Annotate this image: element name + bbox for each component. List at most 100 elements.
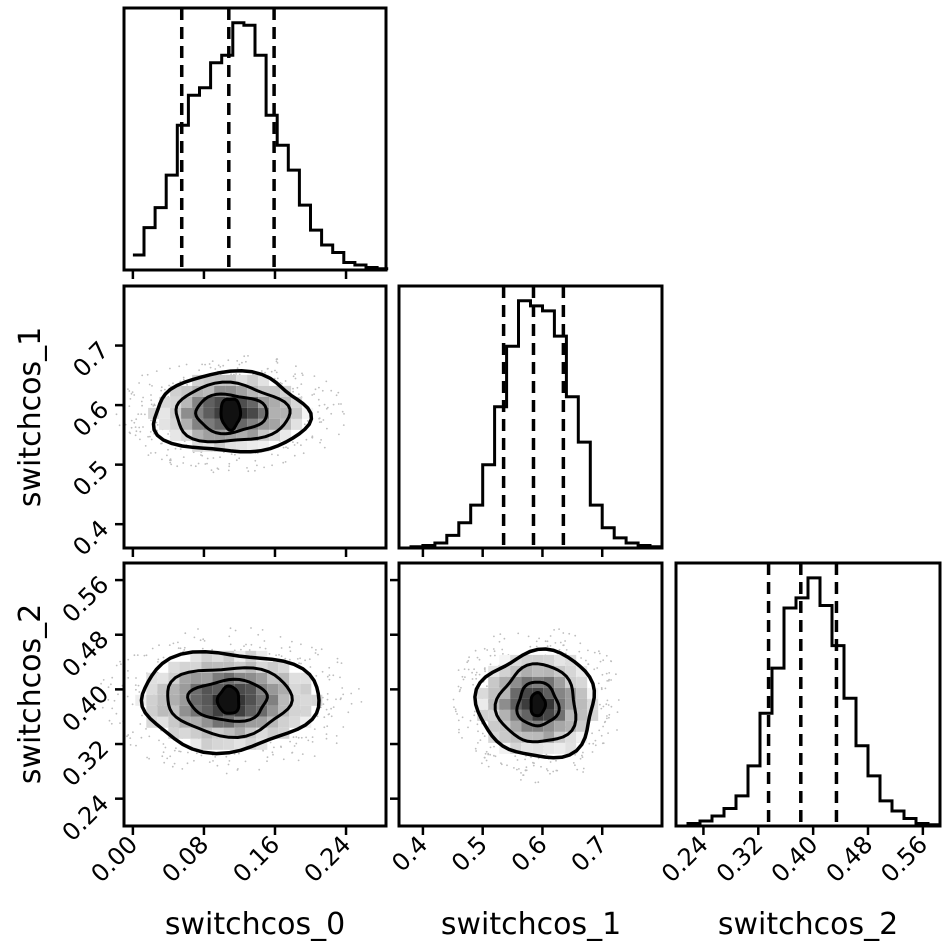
scatter-point [193,636,196,639]
scatter-point [284,380,287,382]
density-cell [576,687,588,699]
scatter-point [236,367,239,370]
density-cell [190,727,202,739]
scatter-point [471,678,474,680]
scatter-point [193,759,195,762]
density-cell [247,429,259,441]
density-cell [267,661,279,673]
scatter-point [483,756,486,759]
scatter-point [473,714,476,717]
scatter-point [241,361,243,364]
scatter-point [517,632,520,635]
scatter-point [328,666,331,669]
density-cell [289,716,301,728]
density-cell [521,742,533,754]
density-cell [521,665,533,677]
density-cell [201,650,213,662]
scatter-point [273,746,275,749]
scatter-point [257,633,260,636]
scatter-point [493,650,496,653]
density-cell [212,672,224,684]
scatter-point [358,688,360,690]
x-tick-label-switchcos-0: 0.16 [228,830,286,888]
density-cell [300,705,312,717]
scatter-point [464,676,466,678]
density-cell [159,418,171,430]
scatter-point [222,364,225,367]
density-cell [245,672,257,684]
scatter-point [313,728,316,730]
scatter-point [161,458,163,461]
scatter-point [304,659,306,662]
scatter-point [282,461,285,464]
scatter-point [259,646,261,649]
scatter-point [156,424,159,426]
density-cell [168,694,180,706]
scatter-point [520,779,522,781]
scatter-point [326,725,329,728]
density-cell [179,661,191,673]
scatter-point [308,658,311,661]
scatter-point [524,769,527,772]
density-cell [212,661,224,673]
scatter-point [162,743,165,745]
scatter-point [326,693,329,695]
density-cell [203,407,215,419]
density-cell [258,440,270,452]
scatter-point [238,363,241,366]
scatter-point [275,360,278,363]
density-cell [510,698,522,710]
scatter-point [138,426,141,429]
density-cell [212,683,224,695]
panel-frame-switchcos-0-switchcos-2 [122,561,388,828]
scatter-point [271,751,274,754]
scatter-point [325,737,328,740]
scatter-point [558,648,561,651]
scatter-point [328,674,331,676]
scatter-point [313,375,316,377]
scatter-point [107,686,110,689]
scatter-point [197,628,199,630]
y-tick-label-switchcos-1: 0.4 [67,515,114,562]
scatter-point [467,726,469,729]
scatter-point [160,389,163,392]
scatter-point [478,658,481,661]
scatter-point [457,685,460,688]
contour-inner-switchcos-0-vs-switchcos-2 [186,677,269,723]
scatter-point [322,703,325,705]
scatter-point [545,768,548,770]
scatter-point [299,657,301,660]
scatter-point [295,736,298,738]
scatter-point [483,668,486,671]
scatter-point [599,703,601,706]
scatter-point [494,755,497,758]
scatter-point [608,716,610,719]
scatter-point [532,764,535,767]
scatter-point [140,736,143,739]
x-axis-label-switchcos-2: switchcos_2 [718,907,898,942]
density-cell [245,683,257,695]
scatter-point [478,673,481,676]
scatter-point [343,413,345,415]
scatter-point [135,430,138,433]
scatter-point [522,774,524,776]
scatter-point [102,679,105,681]
contour-core-switchcos-1-vs-switchcos-2 [529,691,547,718]
scatter-point [587,663,590,666]
scatter-point [161,442,163,445]
scatter-point [602,659,605,662]
scatter-point [485,750,488,753]
scatter-point [119,722,121,724]
scatter-point [162,656,165,659]
scatter-point [243,355,246,358]
scatter-point [133,421,136,424]
density-cell [565,742,577,754]
scatter-point [139,430,142,433]
scatter-point [172,642,175,645]
density-cell [203,396,215,408]
scatter-point [229,627,232,630]
density-cell [510,676,522,688]
density-cell [247,396,259,408]
density-cell [179,694,191,706]
scatter-point [335,735,338,737]
